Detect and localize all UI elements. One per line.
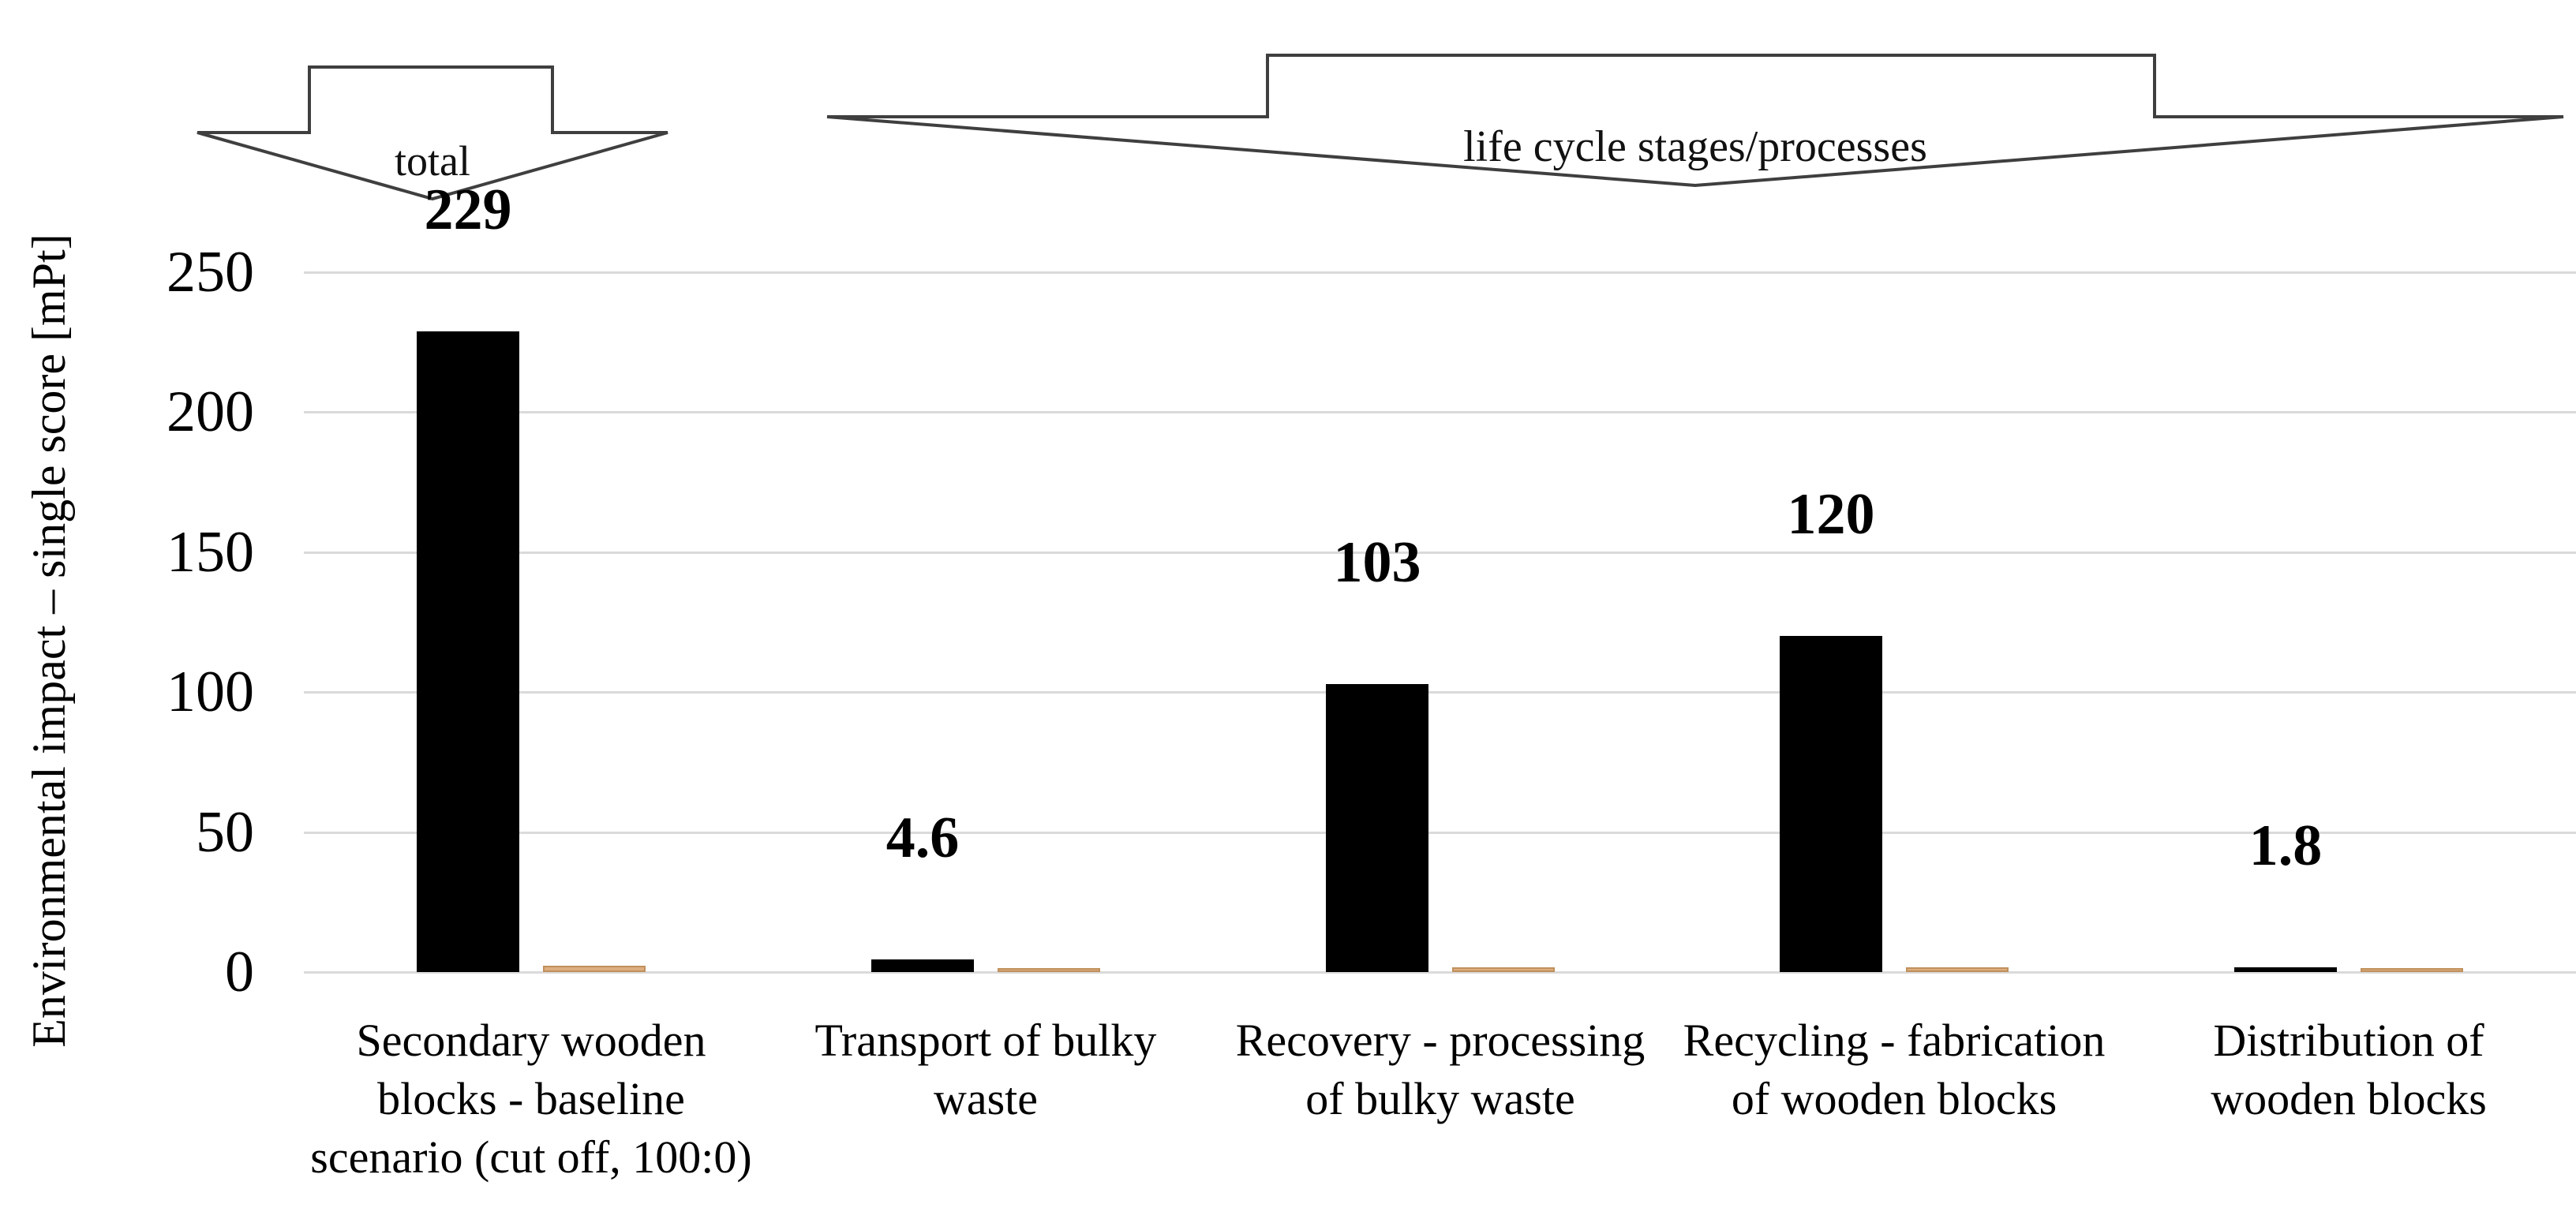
bar-value-label: 229: [424, 178, 512, 242]
bar-tan: [1452, 967, 1555, 972]
bar-value-label: 1.8: [2248, 813, 2323, 878]
x-category-label-line: scenario (cut off, 100:0): [310, 1131, 752, 1183]
x-category-label: Secondary wooden blocks - baseline scenari…: [271, 1011, 792, 1187]
y-gridline: [304, 691, 2576, 694]
bar-value-label: 103: [1333, 530, 1421, 595]
x-category-label-line: Secondary wooden: [356, 1015, 706, 1066]
bar-black: [417, 331, 519, 972]
bar-tan: [998, 968, 1100, 972]
bar-black: [2234, 967, 2337, 972]
x-category-label: Transport of bulky waste: [725, 1011, 1246, 1128]
x-category-label-line: Recycling - fabrication: [1683, 1015, 2106, 1066]
x-category-label-line: of bulky waste: [1305, 1073, 1575, 1124]
x-category-label: Recycling - fabrication of wooden blocks: [1634, 1011, 2155, 1128]
x-category-label-line: Distribution of: [2213, 1015, 2484, 1066]
lifecycle-arrow-shape: [826, 54, 2564, 188]
bar-black: [1326, 684, 1428, 972]
x-category-label-line: waste: [933, 1073, 1039, 1124]
x-category-label-line: of wooden blocks: [1731, 1073, 2057, 1124]
y-gridline: [304, 832, 2576, 834]
bar-black: [871, 959, 974, 972]
y-tick-label: 100: [167, 660, 254, 724]
y-tick-label: 200: [167, 380, 254, 444]
x-category-label-line: Transport of bulky: [814, 1015, 1157, 1066]
y-tick-label: 50: [196, 800, 254, 865]
bar-value-label: 4.6: [886, 806, 960, 870]
x-category-label: Recovery - processing of bulky waste: [1180, 1011, 1701, 1128]
y-gridline: [304, 552, 2576, 554]
y-gridline: [304, 271, 2576, 274]
x-category-label: Distribution of wooden blocks: [2088, 1011, 2576, 1128]
top-annotations: total life cycle stages/processes: [197, 54, 2564, 201]
x-category-label-line: Recovery - processing: [1235, 1015, 1646, 1066]
bar-tan: [1906, 967, 2009, 972]
y-tick-label: 150: [167, 520, 254, 585]
y-tick-label: 250: [167, 240, 254, 305]
x-category-label-line: wooden blocks: [2211, 1073, 2487, 1124]
total-arrow-label: total: [395, 137, 470, 185]
lifecycle-arrow-label: life cycle stages/processes: [1463, 122, 1927, 171]
y-gridline: [304, 971, 2576, 974]
bar-tan: [2361, 968, 2463, 972]
x-category-label-line: blocks - baseline: [377, 1073, 685, 1124]
bar-black: [1780, 636, 1882, 972]
bar-value-label: 120: [1787, 482, 1875, 547]
y-tick-label: 0: [225, 940, 254, 1004]
bar-tan: [543, 966, 646, 972]
y-gridline: [304, 411, 2576, 413]
total-arrow-shape: [197, 65, 668, 201]
